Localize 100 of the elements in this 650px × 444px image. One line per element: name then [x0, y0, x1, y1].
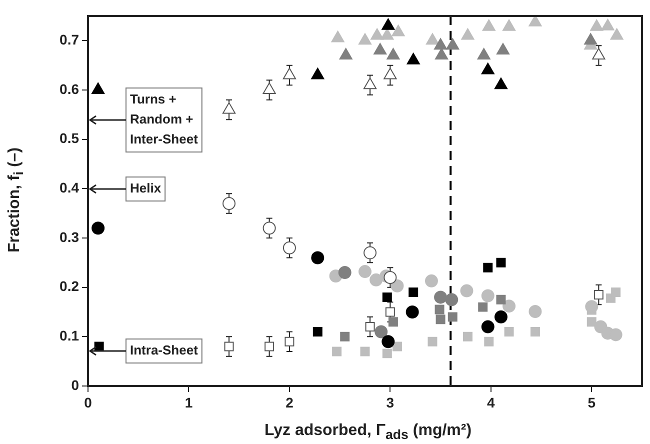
point: [92, 82, 105, 94]
point: [483, 262, 493, 272]
point: [484, 336, 494, 346]
point: [610, 28, 624, 40]
point: [222, 102, 236, 114]
point: [424, 274, 438, 288]
point: [382, 18, 395, 30]
point: [331, 30, 344, 42]
x-tick-label: 0: [84, 394, 92, 410]
point: [390, 279, 404, 292]
point: [609, 328, 622, 342]
point: [370, 273, 383, 286]
point: [358, 265, 372, 278]
point: [592, 48, 606, 60]
point: [434, 38, 448, 50]
point: [502, 19, 516, 31]
point: [445, 293, 458, 306]
point: [528, 16, 542, 26]
point: [384, 270, 397, 284]
point: [494, 310, 508, 324]
point: [478, 302, 488, 312]
point: [428, 336, 438, 346]
point: [434, 48, 448, 60]
point: [611, 288, 621, 298]
point: [360, 346, 370, 356]
y-tick-label: 0.5: [60, 130, 80, 146]
point: [264, 342, 274, 352]
x-tick-label: 4: [487, 394, 496, 410]
y-tick-label: 0.6: [60, 80, 80, 97]
point: [382, 335, 395, 348]
x-axis-title: Lyz adsorbed, Γ$_{ads}$ (mg/m²): [263, 422, 473, 442]
point: [408, 288, 418, 298]
y-tick-label: 0.4: [60, 180, 80, 196]
point: [262, 222, 276, 235]
point: [461, 28, 474, 40]
point: [311, 251, 324, 264]
point: [392, 24, 405, 36]
point: [392, 342, 402, 352]
point: [481, 289, 494, 302]
point: [358, 33, 372, 45]
point: [434, 304, 444, 314]
point: [374, 325, 388, 338]
point: [482, 19, 496, 31]
point: [282, 241, 296, 254]
point: [388, 317, 398, 327]
point: [339, 48, 352, 60]
annotation: Helix: [130, 180, 162, 196]
point: [504, 326, 514, 336]
point: [594, 290, 604, 300]
point: [282, 68, 296, 80]
point: [436, 314, 446, 324]
point: [502, 300, 516, 313]
point: [364, 246, 377, 260]
point: [494, 78, 508, 90]
point: [385, 307, 395, 317]
point: [262, 82, 276, 94]
y-tick-label: 0.2: [60, 278, 80, 294]
point: [222, 196, 236, 210]
point: [481, 320, 494, 334]
point: [382, 292, 392, 302]
point: [384, 68, 397, 80]
point: [530, 326, 540, 336]
point: [312, 326, 322, 336]
point: [448, 312, 458, 322]
point: [496, 294, 506, 304]
x-tick-label: 5: [588, 394, 596, 410]
x-tick-label: 1: [184, 394, 193, 410]
point: [338, 266, 352, 280]
point: [477, 48, 490, 60]
point: [386, 48, 400, 60]
point: [601, 18, 614, 30]
point: [92, 222, 105, 235]
point: [365, 322, 375, 332]
point: [406, 52, 420, 64]
point: [363, 78, 377, 90]
point: [284, 336, 294, 346]
point: [434, 290, 448, 304]
point: [496, 43, 510, 55]
point: [481, 62, 494, 74]
point: [374, 43, 387, 55]
point: [406, 306, 419, 318]
point: [426, 33, 440, 45]
point: [370, 28, 384, 40]
point: [463, 332, 472, 342]
point: [584, 33, 598, 45]
point: [586, 317, 596, 327]
point: [446, 38, 460, 50]
point: [460, 284, 474, 298]
y-tick-label: 0.1: [60, 328, 80, 344]
point: [332, 346, 342, 356]
point: [340, 332, 350, 342]
y-tick-label: 0.3: [60, 228, 80, 245]
point: [382, 348, 392, 358]
point: [380, 28, 394, 40]
point: [496, 258, 506, 268]
y-tick-label: 0.7: [60, 32, 80, 48]
annotation: Turns + Random + Inter-Sheet: [130, 92, 199, 147]
point: [528, 305, 542, 318]
x-tick-label: 3: [386, 394, 394, 410]
annotation: Intra-Sheet: [130, 342, 199, 358]
